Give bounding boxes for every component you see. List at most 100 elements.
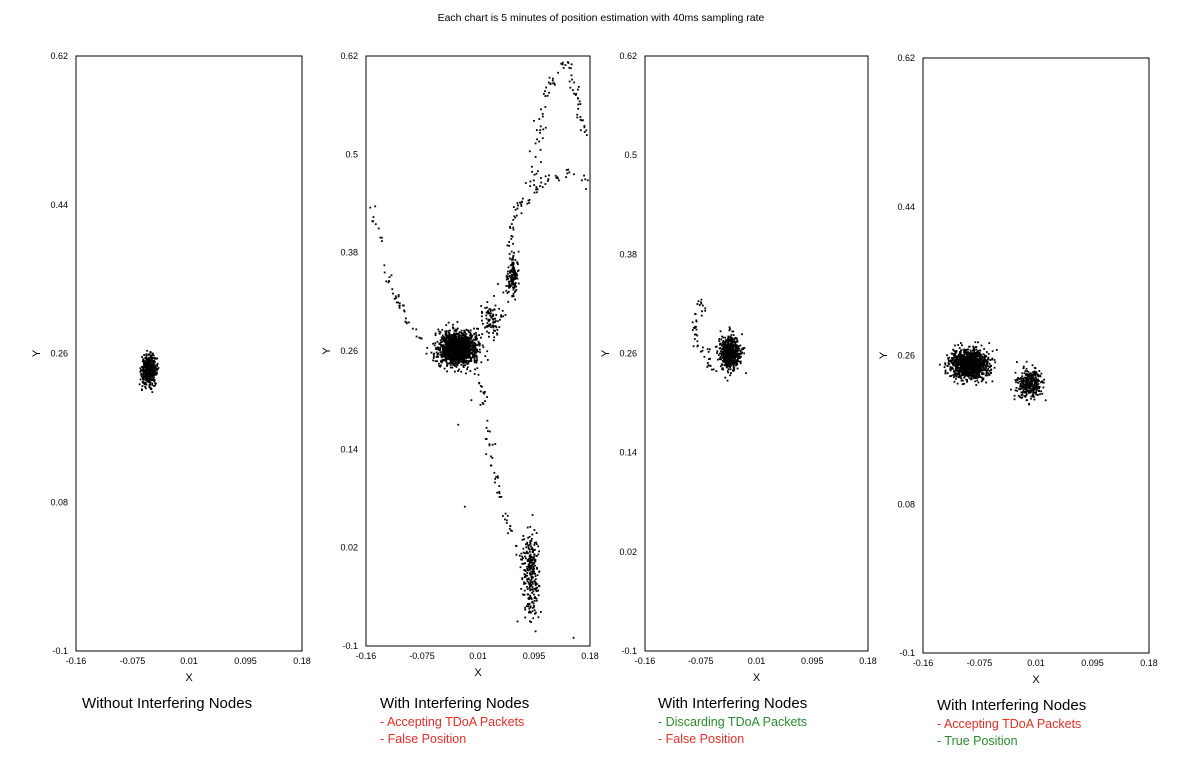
data-point bbox=[444, 342, 447, 345]
data-point bbox=[466, 355, 469, 358]
data-point bbox=[708, 348, 711, 351]
data-point bbox=[433, 355, 435, 358]
data-point bbox=[453, 347, 456, 349]
data-point bbox=[448, 340, 451, 343]
data-point bbox=[1040, 381, 1042, 384]
data-point bbox=[586, 179, 589, 182]
data-point bbox=[580, 179, 583, 182]
data-point bbox=[452, 341, 455, 344]
data-point bbox=[976, 358, 979, 361]
data-point bbox=[963, 382, 966, 385]
data-point bbox=[496, 333, 499, 336]
data-point bbox=[1032, 371, 1034, 373]
data-point bbox=[466, 363, 469, 365]
data-point bbox=[732, 354, 735, 357]
data-point bbox=[583, 131, 586, 133]
data-point bbox=[539, 611, 542, 613]
data-point bbox=[374, 223, 377, 226]
data-point bbox=[726, 343, 729, 346]
data-point bbox=[449, 346, 452, 348]
data-point bbox=[981, 355, 983, 358]
data-point bbox=[532, 557, 535, 560]
data-point bbox=[1013, 394, 1016, 397]
data-point bbox=[397, 301, 399, 304]
data-point bbox=[570, 63, 573, 66]
data-point bbox=[976, 365, 979, 367]
data-point bbox=[726, 358, 728, 361]
data-point bbox=[402, 304, 404, 307]
data-point bbox=[727, 337, 729, 340]
data-point bbox=[976, 376, 979, 379]
data-point bbox=[481, 401, 484, 404]
data-point bbox=[1034, 382, 1037, 385]
data-point bbox=[492, 321, 494, 324]
data-point bbox=[521, 578, 524, 581]
data-point bbox=[454, 364, 456, 367]
x-tick-label: 0.18 bbox=[1140, 658, 1158, 668]
data-point bbox=[448, 358, 451, 361]
data-point bbox=[948, 360, 951, 362]
data-point bbox=[463, 350, 466, 353]
data-point bbox=[517, 204, 519, 207]
data-point bbox=[494, 443, 497, 445]
data-point bbox=[961, 369, 964, 372]
data-point bbox=[1031, 386, 1034, 388]
data-point bbox=[512, 271, 514, 274]
data-point bbox=[544, 126, 547, 129]
data-point bbox=[453, 339, 455, 342]
data-point bbox=[505, 522, 508, 524]
data-point bbox=[1038, 370, 1041, 372]
data-point bbox=[437, 362, 440, 365]
data-point bbox=[975, 359, 977, 361]
data-point bbox=[975, 360, 978, 363]
data-point bbox=[512, 228, 515, 231]
data-point bbox=[972, 370, 975, 373]
data-point bbox=[574, 94, 577, 96]
data-point bbox=[529, 540, 532, 543]
data-point bbox=[985, 372, 988, 375]
data-point bbox=[528, 201, 531, 204]
data-point bbox=[546, 94, 549, 97]
data-point bbox=[978, 352, 981, 355]
data-point bbox=[523, 569, 526, 571]
data-point bbox=[954, 344, 956, 347]
data-point bbox=[465, 351, 468, 354]
data-point bbox=[149, 387, 152, 390]
data-point bbox=[455, 328, 457, 331]
data-point bbox=[968, 376, 971, 379]
data-point bbox=[415, 328, 418, 331]
data-point bbox=[735, 362, 738, 364]
data-point bbox=[988, 370, 991, 372]
data-point bbox=[496, 491, 499, 494]
data-point bbox=[1027, 373, 1030, 376]
data-point bbox=[153, 378, 156, 381]
data-point bbox=[959, 370, 962, 373]
data-point bbox=[955, 372, 957, 375]
data-point bbox=[141, 389, 143, 392]
data-point bbox=[1026, 370, 1029, 372]
data-point bbox=[144, 387, 147, 390]
data-point bbox=[485, 317, 488, 320]
data-point bbox=[479, 385, 482, 387]
data-point bbox=[735, 354, 737, 357]
data-point bbox=[1025, 383, 1028, 386]
data-point bbox=[470, 335, 473, 338]
data-point bbox=[463, 331, 466, 333]
data-point bbox=[462, 357, 465, 360]
data-point bbox=[449, 356, 451, 359]
data-point bbox=[728, 329, 731, 332]
data-point bbox=[530, 548, 533, 550]
data-point bbox=[988, 362, 991, 365]
data-point bbox=[489, 464, 492, 467]
data-point bbox=[1041, 392, 1044, 395]
data-point bbox=[492, 332, 494, 334]
data-point bbox=[481, 312, 483, 314]
data-point bbox=[1019, 396, 1021, 399]
data-point bbox=[993, 366, 996, 369]
data-point bbox=[440, 354, 443, 357]
data-point bbox=[473, 350, 476, 352]
data-point bbox=[528, 611, 530, 614]
data-point bbox=[974, 377, 977, 380]
data-point bbox=[726, 370, 729, 372]
data-point bbox=[476, 344, 478, 347]
